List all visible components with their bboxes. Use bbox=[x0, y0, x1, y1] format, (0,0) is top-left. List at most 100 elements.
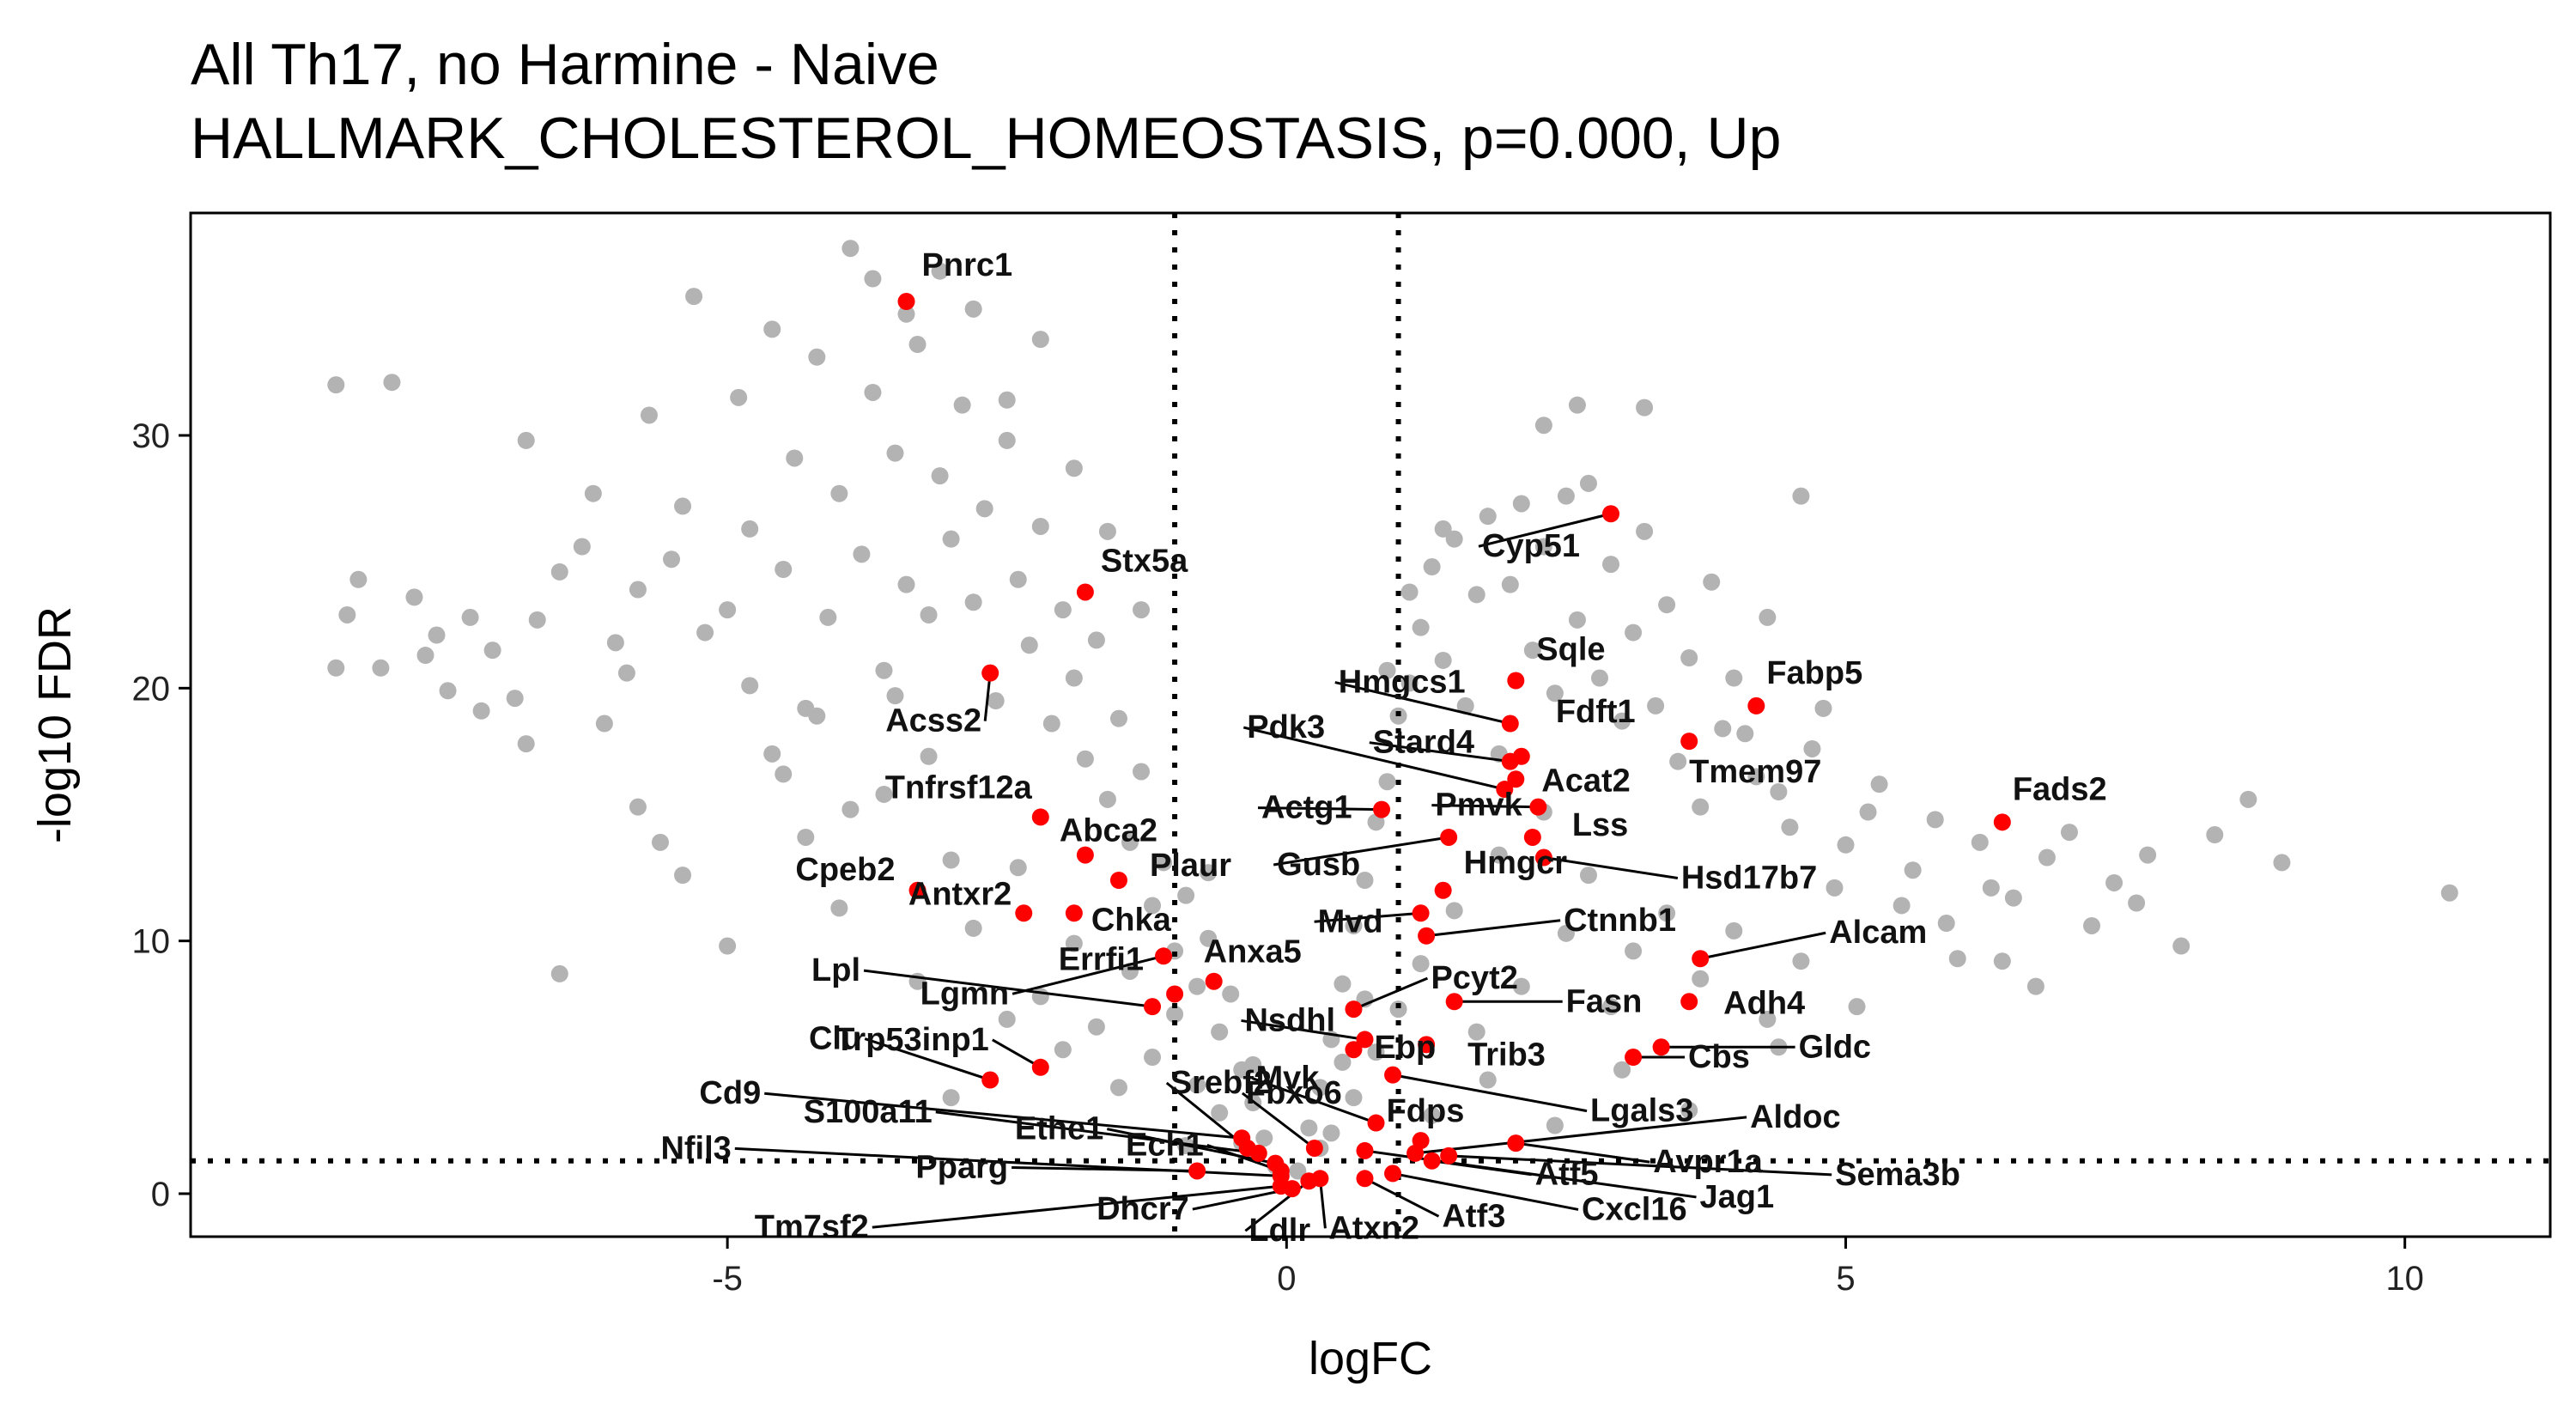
label-connector bbox=[1258, 806, 1382, 812]
y-tick-label: 20 bbox=[132, 670, 171, 708]
background-point bbox=[1534, 538, 1552, 556]
background-point bbox=[864, 383, 882, 401]
background-point bbox=[1625, 623, 1643, 642]
background-point bbox=[573, 538, 591, 556]
background-point bbox=[1759, 608, 1777, 626]
gene-point-abca2 bbox=[1076, 846, 1094, 864]
gene-point-ctnnb1 bbox=[1418, 927, 1436, 945]
axes: -5 0 5 10 0 10 20 30 bbox=[132, 417, 2424, 1298]
gene-label-ldlr: Ldlr bbox=[1249, 1213, 1310, 1249]
background-point bbox=[696, 623, 714, 642]
background-point bbox=[1568, 611, 1586, 629]
background-point bbox=[1725, 669, 1743, 687]
background-point bbox=[1736, 725, 1754, 743]
background-point bbox=[651, 833, 669, 851]
gene-label-stard4: Stard4 bbox=[1373, 725, 1474, 761]
x-tick-label: 5 bbox=[1836, 1260, 1855, 1298]
background-point bbox=[775, 765, 793, 783]
background-point bbox=[1893, 897, 1911, 915]
background-point bbox=[730, 388, 748, 406]
background-point bbox=[1948, 950, 1966, 968]
label-connector bbox=[1364, 1177, 1440, 1218]
gene-label-mvd: Mvd bbox=[1318, 903, 1383, 940]
background-point bbox=[685, 288, 703, 306]
background-point bbox=[1926, 811, 1944, 829]
gene-point-dhcr7 bbox=[1283, 1180, 1301, 1198]
gene-point-cyp51 bbox=[1602, 505, 1620, 523]
background-point bbox=[1590, 669, 1608, 687]
background-point bbox=[1814, 699, 1832, 717]
gene-label-aldoc: Aldoc bbox=[1750, 1099, 1841, 1135]
background-point bbox=[640, 406, 658, 424]
background-point bbox=[1065, 459, 1083, 477]
gene-label-lgals3: Lgals3 bbox=[1590, 1093, 1693, 1129]
chart-subtitle: HALLMARK_CHOLESTEROL_HOMEOSTASIS, p=0.00… bbox=[191, 106, 1782, 171]
background-point bbox=[808, 707, 826, 725]
background-point bbox=[1087, 631, 1105, 649]
gene-label-gldc: Gldc bbox=[1799, 1029, 1871, 1065]
background-point bbox=[942, 851, 960, 869]
background-point bbox=[763, 745, 781, 763]
gene-label-pparg: Pparg bbox=[915, 1149, 1008, 1185]
label-connector bbox=[1392, 1073, 1588, 1113]
background-point bbox=[428, 626, 446, 644]
background-point bbox=[1144, 897, 1162, 915]
gene-label-ctnnb1: Ctnnb1 bbox=[1564, 903, 1676, 939]
background-point bbox=[1009, 570, 1027, 588]
background-point bbox=[908, 336, 927, 354]
background-point bbox=[1546, 1116, 1564, 1134]
background-point bbox=[1479, 1071, 1497, 1089]
background-point bbox=[1367, 1043, 1385, 1061]
background-point bbox=[719, 601, 737, 619]
gene-label-antxr2: Antxr2 bbox=[908, 876, 1012, 912]
gene-label-pcyt2: Pcyt2 bbox=[1431, 960, 1517, 996]
gene-label-jag1: Jag1 bbox=[1699, 1179, 1774, 1215]
gene-point-lss bbox=[1523, 828, 1541, 846]
background-point bbox=[338, 605, 356, 623]
gene-label-lss: Lss bbox=[1572, 807, 1628, 843]
background-point bbox=[1121, 962, 1139, 980]
background-point bbox=[775, 560, 793, 578]
background-point bbox=[1400, 674, 1419, 692]
gene-point-stard4 bbox=[1501, 752, 1519, 770]
background-point bbox=[964, 300, 982, 318]
gene-label-ech1: Ech1 bbox=[1126, 1127, 1204, 1163]
background-point bbox=[1244, 1055, 1262, 1073]
gene-point-pdk3 bbox=[1496, 781, 1514, 799]
gene-point-sema3b bbox=[1440, 1146, 1458, 1165]
background-point bbox=[808, 348, 826, 366]
background-point bbox=[2172, 937, 2190, 955]
gene-point-fdps bbox=[1412, 1132, 1430, 1150]
background-point bbox=[1211, 1104, 1229, 1122]
background-point bbox=[1076, 750, 1094, 768]
background-point bbox=[1054, 601, 1072, 619]
background-point bbox=[1300, 1119, 1318, 1137]
gene-label-lpl: Lpl bbox=[811, 952, 860, 988]
gene-point-tnfrsf12a bbox=[1031, 808, 1049, 826]
background-point bbox=[931, 262, 949, 280]
gene-label-dhcr7: Dhcr7 bbox=[1097, 1191, 1189, 1227]
background-point bbox=[1534, 417, 1552, 435]
gene-point-alcam bbox=[1692, 950, 1710, 968]
gene-label-sema3b: Sema3b bbox=[1835, 1157, 1960, 1193]
gene-point-cxcl16 bbox=[1384, 1165, 1402, 1183]
background-point bbox=[1412, 618, 1430, 636]
gene-point-cbs bbox=[1625, 1049, 1643, 1067]
background-point bbox=[1423, 1106, 1441, 1124]
label-connector bbox=[1425, 919, 1561, 938]
background-point bbox=[1658, 596, 1676, 614]
background-point bbox=[1479, 508, 1497, 526]
background-point bbox=[1412, 955, 1430, 973]
background-point bbox=[1065, 669, 1083, 687]
background-point bbox=[1098, 522, 1116, 540]
background-point bbox=[1456, 696, 1474, 715]
background-point bbox=[853, 545, 871, 563]
background-point bbox=[1512, 977, 1530, 995]
background-point bbox=[1658, 904, 1676, 922]
label-connector bbox=[1273, 836, 1449, 867]
gene-point-stx5a bbox=[1076, 583, 1094, 601]
gene-label-cyp51: Cyp51 bbox=[1482, 528, 1580, 564]
gene-label-cxcl16: Cxcl16 bbox=[1582, 1191, 1687, 1227]
x-tick-label: 0 bbox=[1277, 1260, 1296, 1298]
background-point bbox=[1121, 833, 1139, 851]
